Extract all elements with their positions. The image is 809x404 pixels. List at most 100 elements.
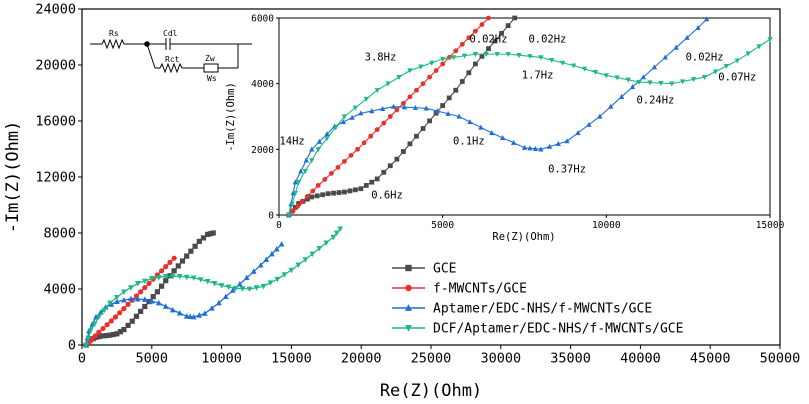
- main-point-dcf-aptamer-edc-nhs-f-mwcnts-gce: [330, 234, 337, 241]
- main-point-dcf-aptamer-edc-nhs-f-mwcnts-gce: [85, 335, 92, 342]
- main-x-tick-label: 35000: [550, 351, 591, 367]
- main-point-gce: [184, 253, 190, 259]
- inset-point-gce: [466, 70, 472, 76]
- inset-point-aptamer-edc-nhs-f-mwcnts-gce: [640, 74, 647, 80]
- main-point-dcf-aptamer-edc-nhs-f-mwcnts-gce: [337, 226, 344, 232]
- main-point-gce: [207, 231, 214, 237]
- inset-point-aptamer-edc-nhs-f-mwcnts-gce: [467, 119, 473, 125]
- inset-point-f-mwcnts-gce: [322, 177, 328, 182]
- main-x-tick-label: 20000: [341, 351, 382, 367]
- inset-point-dcf-aptamer-edc-nhs-f-mwcnts-gce: [315, 147, 321, 153]
- main-point-gce: [188, 248, 194, 254]
- main-x-tick-label: 10000: [201, 351, 242, 367]
- inset-point-f-mwcnts-gce: [374, 127, 380, 133]
- main-point-gce: [100, 333, 106, 339]
- main-point-gce: [103, 332, 110, 339]
- inset-point-gce: [473, 61, 478, 67]
- main-point-gce: [114, 331, 120, 337]
- legend-label-dcf-aptamer-edc-nhs-f-mwcnts-gce: DCF/Aptamer/EDC-NHS/f-MWCNTs/GCE: [433, 322, 683, 337]
- main-point-aptamer-edc-nhs-f-mwcnts-gce: [148, 298, 155, 304]
- inset-point-dcf-aptamer-edc-nhs-f-mwcnts-gce: [309, 158, 315, 164]
- inset-point-gce: [304, 196, 310, 202]
- main-point-gce: [158, 283, 165, 289]
- main-point-aptamer-edc-nhs-f-mwcnts-gce: [263, 256, 270, 262]
- inset-point-aptamer-edc-nhs-f-mwcnts-gce: [456, 113, 462, 119]
- inset-frequency-annotation: 0.37Hz: [548, 163, 586, 175]
- inset-point-dcf-aptamer-edc-nhs-f-mwcnts-gce: [745, 51, 751, 57]
- inset-point-dcf-aptamer-edc-nhs-f-mwcnts-gce: [289, 201, 295, 207]
- main-x-tick-label: 40000: [620, 351, 661, 367]
- inset-point-dcf-aptamer-edc-nhs-f-mwcnts-gce: [396, 74, 402, 80]
- main-point-dcf-aptamer-edc-nhs-f-mwcnts-gce: [107, 300, 113, 307]
- legend-label-f-mwcnts-gce: f-MWCNTs/GCE: [433, 282, 527, 297]
- inset-point-gce: [427, 118, 432, 124]
- main-point-f-mwcnts-gce: [167, 259, 173, 265]
- inset-point-gce: [358, 186, 364, 192]
- main-point-aptamer-edc-nhs-f-mwcnts-gce: [250, 268, 257, 274]
- main-point-dcf-aptamer-edc-nhs-f-mwcnts-gce: [302, 257, 309, 263]
- inset-point-aptamer-edc-nhs-f-mwcnts-gce: [555, 140, 561, 147]
- main-point-aptamer-edc-nhs-f-mwcnts-gce: [201, 310, 208, 316]
- circuit-label-rct: Rct: [165, 55, 180, 64]
- main-point-gce: [110, 331, 117, 338]
- inset-point-f-mwcnts-gce: [459, 41, 465, 47]
- inset-point-f-mwcnts-gce: [381, 120, 387, 126]
- main-point-dcf-aptamer-edc-nhs-f-mwcnts-gce: [155, 275, 162, 281]
- main-point-dcf-aptamer-edc-nhs-f-mwcnts-gce: [101, 307, 108, 314]
- inset-point-gce: [331, 190, 336, 196]
- main-point-dcf-aptamer-edc-nhs-f-mwcnts-gce: [114, 295, 120, 301]
- inset-point-dcf-aptamer-edc-nhs-f-mwcnts-gce: [560, 60, 566, 66]
- main-point-f-mwcnts-gce: [117, 310, 123, 316]
- inset-frequency-annotation: 1.7Hz: [522, 70, 554, 82]
- inset-point-dcf-aptamer-edc-nhs-f-mwcnts-gce: [538, 55, 544, 61]
- main-point-f-mwcnts-gce: [89, 336, 95, 342]
- inset-point-aptamer-edc-nhs-f-mwcnts-gce: [629, 84, 636, 90]
- inset-point-gce: [505, 23, 511, 29]
- inset-point-dcf-aptamer-edc-nhs-f-mwcnts-gce: [494, 51, 500, 57]
- inset-point-aptamer-edc-nhs-f-mwcnts-gce: [298, 168, 304, 174]
- inset-point-dcf-aptamer-edc-nhs-f-mwcnts-gce: [516, 53, 522, 59]
- main-y-tick-label: 12000: [35, 170, 76, 186]
- main-point-gce: [196, 238, 202, 244]
- main-point-gce: [125, 322, 131, 328]
- inset-point-f-mwcnts-gce: [290, 208, 296, 214]
- main-point-aptamer-edc-nhs-f-mwcnts-gce: [208, 305, 215, 311]
- inset-point-dcf-aptamer-edc-nhs-f-mwcnts-gce: [690, 77, 697, 83]
- inset-point-aptamer-edc-nhs-f-mwcnts-gce: [695, 24, 701, 31]
- main-x-axis-title: Re(Z)(Ohm): [380, 381, 482, 401]
- main-point-f-mwcnts-gce: [121, 306, 127, 312]
- inset-y-tick-label: 0: [268, 211, 274, 222]
- main-point-gce: [146, 299, 152, 305]
- main-point-gce: [142, 303, 148, 310]
- inset-point-aptamer-edc-nhs-f-mwcnts-gce: [303, 157, 309, 163]
- main-point-f-mwcnts-gce: [92, 333, 98, 339]
- main-point-f-mwcnts-gce: [96, 329, 102, 335]
- inset-point-aptamer-edc-nhs-f-mwcnts-gce: [423, 105, 429, 111]
- inset-point-aptamer-edc-nhs-f-mwcnts-gce: [390, 103, 397, 109]
- main-x-tick-label: 50000: [760, 351, 801, 367]
- inset-point-dcf-aptamer-edc-nhs-f-mwcnts-gce: [286, 212, 292, 218]
- main-point-aptamer-edc-nhs-f-mwcnts-gce: [236, 280, 243, 287]
- main-point-dcf-aptamer-edc-nhs-f-mwcnts-gce: [309, 251, 316, 258]
- inset-point-dcf-aptamer-edc-nhs-f-mwcnts-gce: [712, 69, 719, 75]
- inset-point-aptamer-edc-nhs-f-mwcnts-gce: [575, 130, 581, 136]
- main-point-f-mwcnts-gce: [100, 325, 106, 332]
- inset-point-gce: [336, 190, 342, 195]
- inset-plot-frame: [278, 17, 771, 216]
- inset-point-dcf-aptamer-edc-nhs-f-mwcnts-gce: [333, 125, 339, 131]
- inset-point-f-mwcnts-gce: [335, 164, 341, 170]
- inset-point-gce: [387, 163, 393, 169]
- main-point-f-mwcnts-gce: [171, 255, 177, 261]
- inset-point-aptamer-edc-nhs-f-mwcnts-gce: [521, 144, 528, 150]
- main-point-aptamer-edc-nhs-f-mwcnts-gce: [257, 262, 264, 268]
- inset-x-tick-label: 10000: [592, 220, 621, 231]
- main-point-gce: [150, 294, 156, 300]
- inset-point-dcf-aptamer-edc-nhs-f-mwcnts-gce: [680, 79, 686, 85]
- main-point-dcf-aptamer-edc-nhs-f-mwcnts-gce: [225, 284, 232, 291]
- main-point-aptamer-edc-nhs-f-mwcnts-gce: [176, 310, 183, 316]
- inset-point-gce: [512, 15, 518, 21]
- main-point-dcf-aptamer-edc-nhs-f-mwcnts-gce: [176, 274, 183, 280]
- main-point-dcf-aptamer-edc-nhs-f-mwcnts-gce: [295, 262, 302, 268]
- main-point-gce: [205, 231, 211, 237]
